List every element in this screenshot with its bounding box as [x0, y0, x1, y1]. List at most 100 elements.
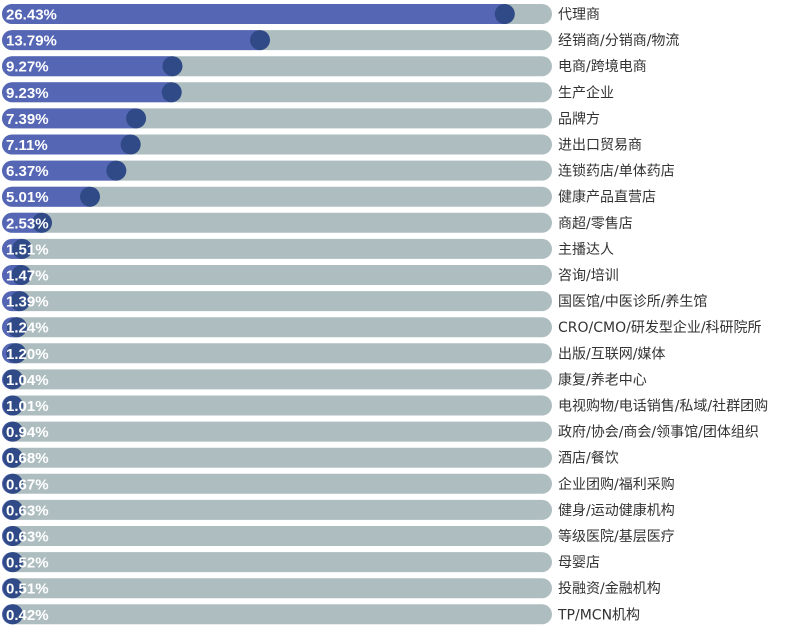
- category-label: 企业团购/福利采购: [558, 476, 675, 493]
- bar-value-label: 0.51%: [6, 581, 49, 598]
- category-label: 品牌方: [558, 110, 600, 127]
- bar-row: 0.52% 母婴店: [2, 552, 600, 573]
- category-label: 生产企业: [558, 84, 614, 101]
- category-label: 主播达人: [558, 242, 614, 258]
- category-label: 经销商/分销商/物流: [558, 33, 679, 49]
- bar: [2, 160, 126, 181]
- bar-value-label: 1.20%: [6, 346, 49, 363]
- bar: [2, 108, 146, 129]
- bar-row: 1.24% CRO/CMO/研发型企业/科研院所: [2, 317, 762, 338]
- bar-row: 2.53% 商超/零售店: [2, 212, 633, 233]
- bar-row: 1.51% 主播达人: [2, 238, 614, 259]
- category-label: 连锁药店/单体药店: [558, 164, 675, 180]
- bar-end-dot: [11, 265, 32, 285]
- bar-track: [2, 343, 552, 364]
- bar-track: [2, 317, 552, 338]
- bar-end-dot: [250, 30, 271, 51]
- bar-end-dot: [3, 473, 23, 494]
- bar: [2, 56, 182, 77]
- bar-value-label: 1.39%: [6, 294, 49, 311]
- bar-track: [2, 604, 552, 625]
- bar-track: [2, 265, 552, 285]
- bar-end-dot: [494, 4, 515, 24]
- bar-end-dot: [3, 578, 23, 599]
- bar-value-label: 5.01%: [6, 189, 49, 206]
- bar-track: [2, 552, 552, 573]
- bar-end-dot: [3, 499, 23, 520]
- bar-row: 9.23% 生产企业: [2, 82, 614, 103]
- category-label: 商超/零售店: [558, 216, 633, 232]
- bar-value-label: 1.47%: [6, 268, 49, 285]
- bar-row: 7.39% 品牌方: [2, 108, 600, 129]
- bar-end-dot: [7, 317, 28, 338]
- bar-end-dot: [106, 160, 127, 181]
- bar-value-label: 1.51%: [6, 241, 49, 258]
- bar-value-label: 7.11%: [6, 137, 48, 154]
- category-label: 进出口贸易商: [558, 138, 642, 154]
- category-label: 等级医院/基层医疗: [558, 528, 675, 545]
- bar-row: 1.20% 出版/互联网/媒体: [2, 343, 665, 364]
- bar-track: [2, 526, 552, 546]
- bar-value-label: 0.68%: [6, 450, 49, 467]
- bar: [2, 134, 140, 155]
- bar: [2, 30, 270, 51]
- bar-track: [2, 134, 552, 155]
- category-label: 电商/跨境电商: [558, 59, 647, 75]
- bar-end-dot: [80, 186, 101, 207]
- bar-end-dot: [9, 291, 30, 312]
- bar-row: 13.79% 经销商/分销商/物流: [2, 30, 679, 51]
- bar-row: 26.43% 代理商: [2, 4, 600, 24]
- bar-value-label: 6.37%: [6, 163, 49, 180]
- category-label: 代理商: [558, 7, 600, 23]
- bar-row: 0.68% 酒店/餐饮: [2, 447, 619, 468]
- bar-value-label: 2.53%: [6, 215, 49, 232]
- bar-end-dot: [162, 56, 183, 77]
- bar-row: 7.11% 进出口贸易商: [2, 134, 642, 155]
- bar-value-label: 0.52%: [6, 555, 49, 572]
- bar-value-label: 0.63%: [6, 529, 49, 546]
- bar-track: [2, 578, 552, 599]
- bar-row: 5.01% 健康产品直营店: [2, 186, 656, 207]
- bar-row: 0.67% 企业团购/福利采购: [2, 473, 675, 494]
- bar-value-label: 26.43%: [6, 7, 57, 24]
- bar-row: 1.39% 国医馆/中医诊所/养生馆: [2, 291, 707, 312]
- bar-end-dot: [12, 238, 33, 259]
- bar-end-dot: [3, 552, 23, 573]
- bar-value-label: 1.01%: [6, 398, 49, 415]
- bar-end-dot: [31, 212, 52, 233]
- category-label: 国医馆/中医诊所/养生馆: [558, 294, 707, 310]
- category-label: 酒店/餐饮: [558, 451, 619, 467]
- category-label: 政府/协会/商会/领事馆/团体组织: [558, 425, 759, 441]
- bar-track: [2, 421, 552, 442]
- bar-track: [2, 291, 552, 312]
- bar-value-label: 9.27%: [6, 59, 49, 76]
- bar-track: [2, 499, 552, 520]
- bar-row: 1.04% 康复/养老中心: [2, 369, 647, 390]
- bar-value-label: 9.23%: [6, 85, 49, 102]
- category-label: 投融资/金融机构: [558, 581, 661, 597]
- bar-end-dot: [3, 526, 23, 546]
- bar-track: [2, 369, 552, 390]
- bar-end-dot: [3, 604, 23, 625]
- bar-end-dot: [3, 421, 23, 442]
- bar-value-label: 1.24%: [6, 320, 49, 337]
- category-label: 出版/互联网/媒体: [558, 346, 665, 362]
- bar-row: 6.37% 连锁药店/单体药店: [2, 160, 675, 181]
- category-label: 电视购物/电话销售/私域/社群团购: [558, 399, 768, 415]
- bar: [2, 4, 514, 24]
- bar-end-dot: [3, 447, 23, 468]
- bar-value-label: 13.79%: [6, 33, 57, 50]
- bar-value-label: 7.39%: [6, 111, 49, 128]
- bar-track: [2, 212, 552, 233]
- bar-track: [2, 395, 552, 416]
- bar-value-label: 0.63%: [6, 502, 49, 519]
- bar-end-dot: [161, 82, 182, 103]
- bar-end-dot: [6, 343, 27, 364]
- bar-value-label: 0.67%: [6, 476, 49, 493]
- bar-end-dot: [120, 134, 141, 155]
- bar: [2, 82, 181, 103]
- bar-track: [2, 186, 552, 207]
- bar-row: 0.63% 等级医院/基层医疗: [2, 526, 675, 546]
- bar-track: [2, 473, 552, 494]
